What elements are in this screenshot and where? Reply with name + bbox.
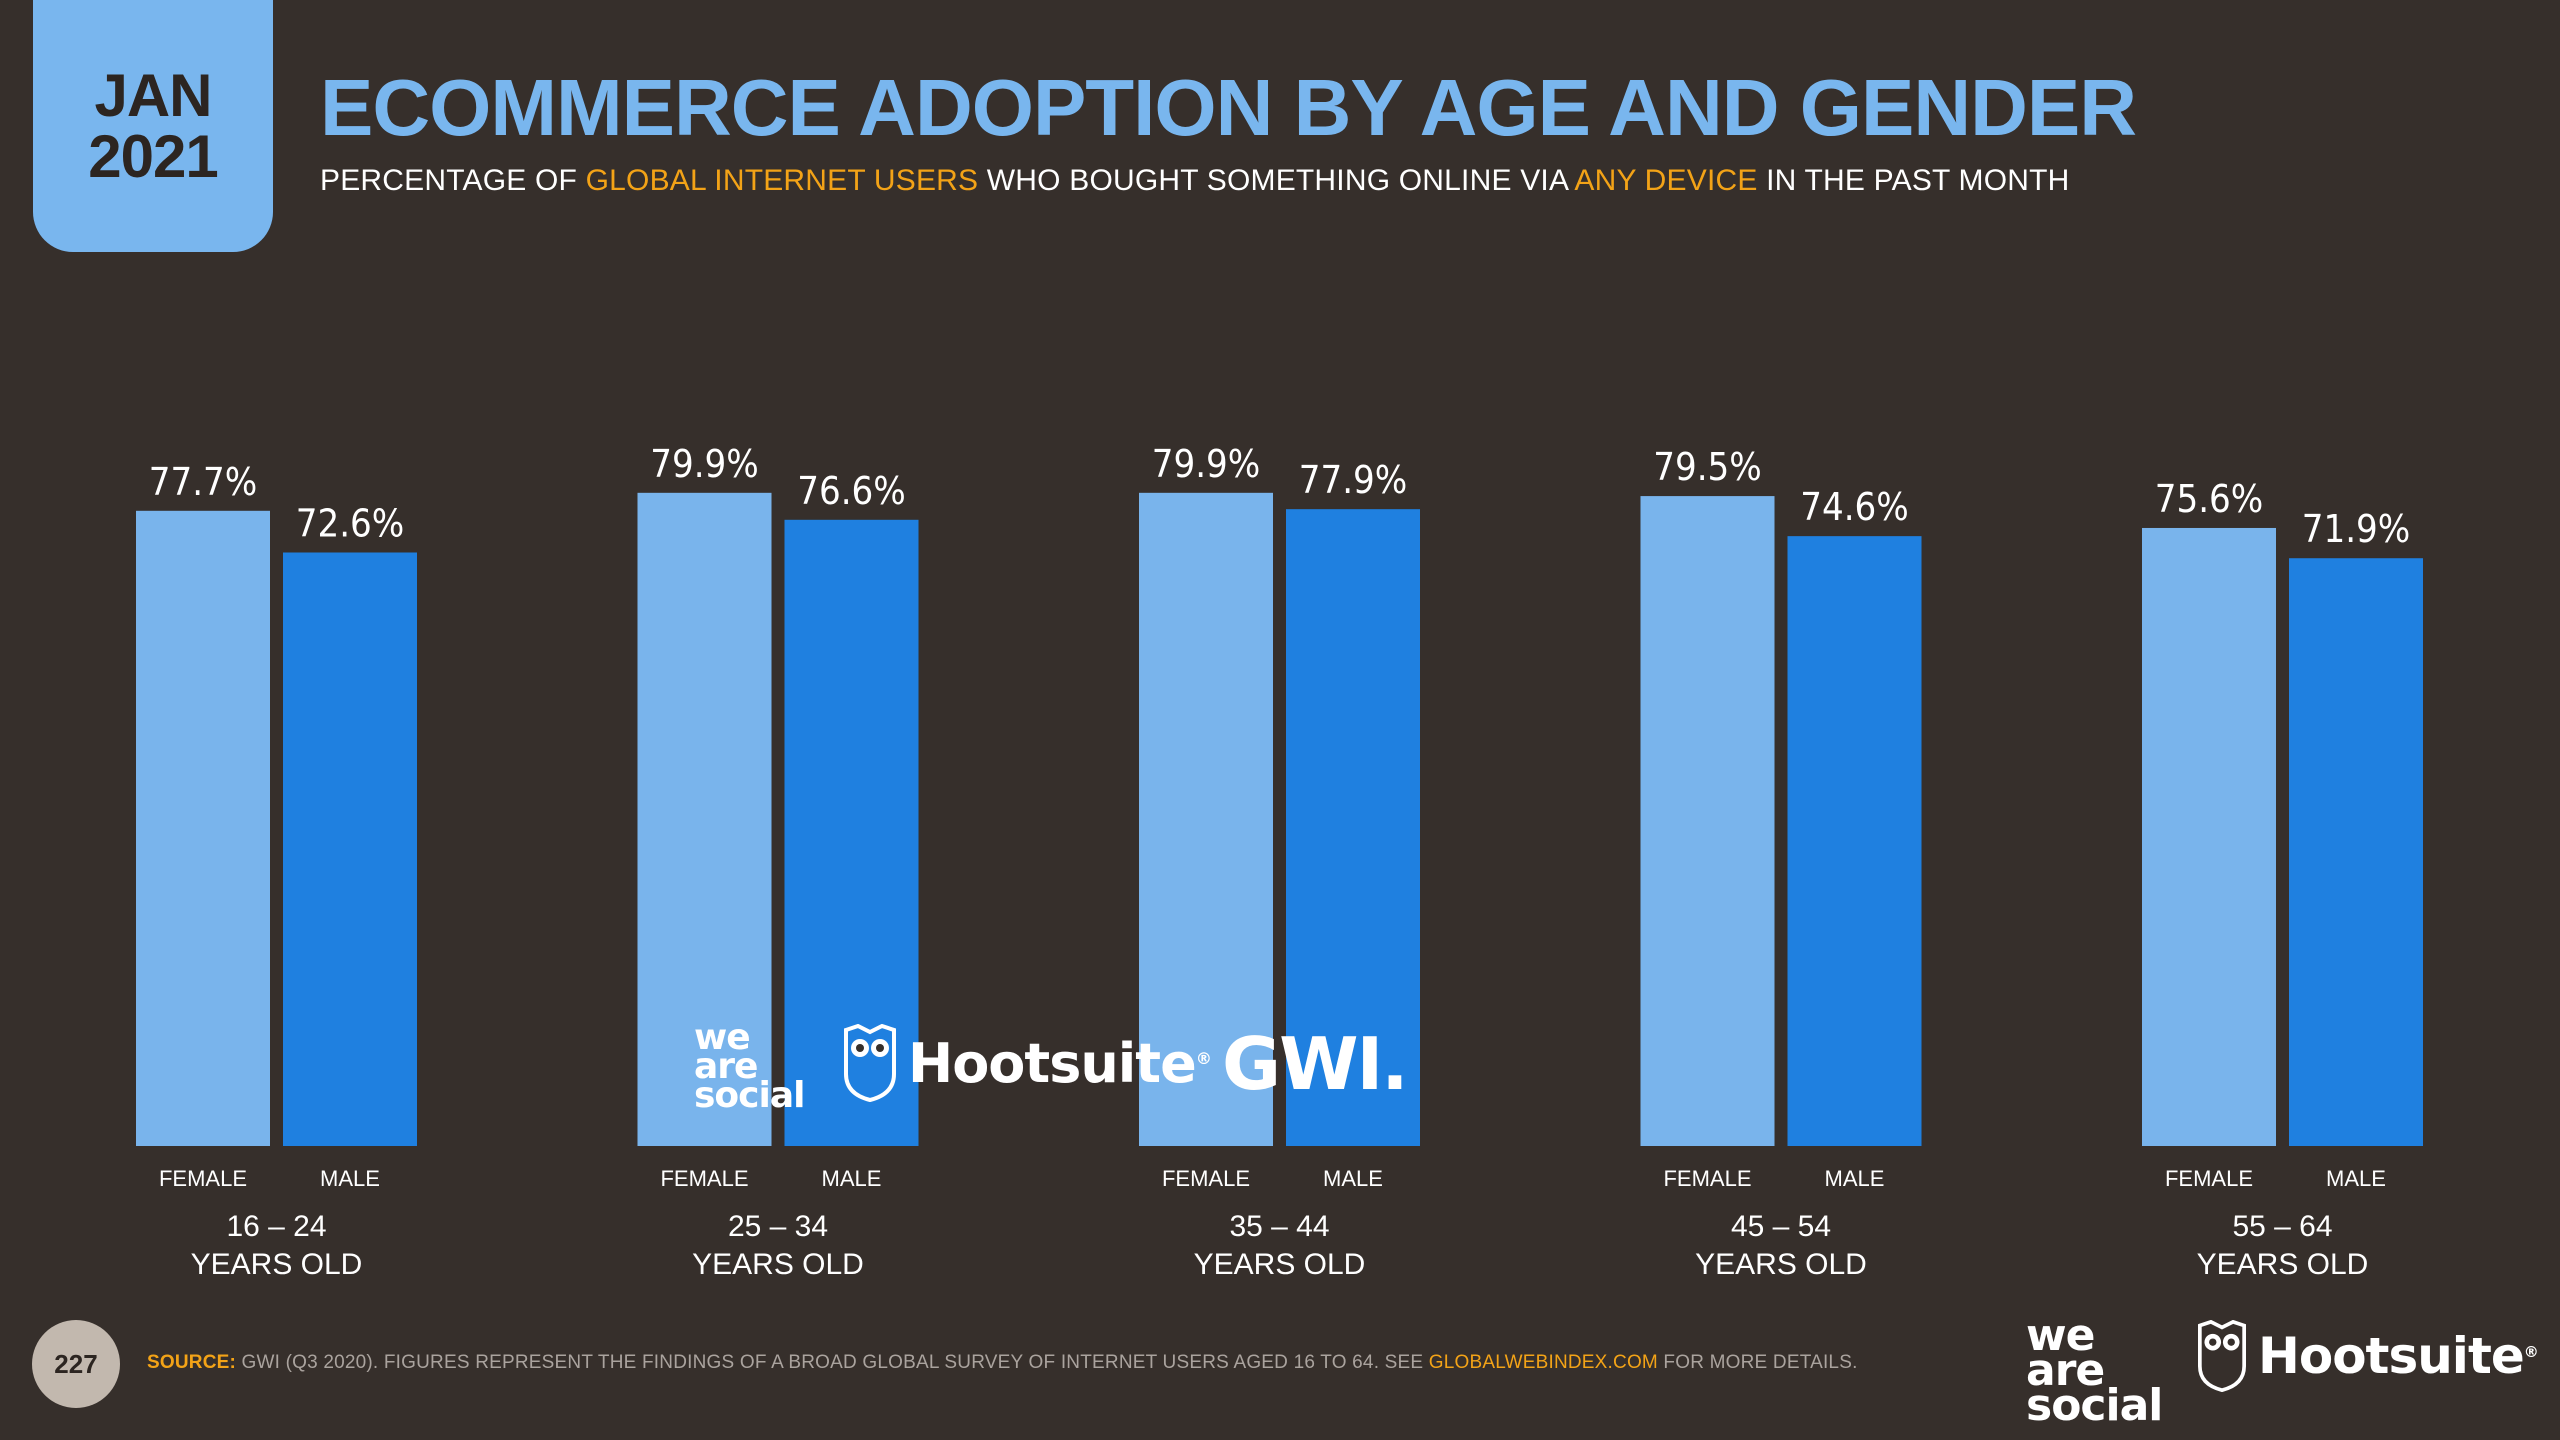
category-label: 35 – 44 <box>1229 1210 1329 1243</box>
source-text: GWI (Q3 2020). FIGURES REPRESENT THE FIN… <box>236 1352 1429 1373</box>
data-label: 77.7% <box>149 460 258 504</box>
gwi-watermark-logo: GWI. <box>1222 1022 1409 1106</box>
source-link[interactable]: GLOBALWEBINDEX.COM <box>1428 1352 1658 1373</box>
date-month: JAN <box>94 61 212 129</box>
category-label: 16 – 24 <box>226 1210 326 1243</box>
page-title: ECOMMERCE ADOPTION BY AGE AND GENDER <box>320 63 2137 152</box>
category-sublabel: YEARS OLD <box>692 1248 864 1281</box>
subtitle-part2: WHO BOUGHT SOMETHING ONLINE VIA <box>978 164 1575 197</box>
series-label-female: FEMALE <box>2165 1166 2253 1191</box>
owl-icon <box>2198 1320 2246 1392</box>
bar-male <box>1787 536 1922 1146</box>
bar-male <box>2289 558 2423 1146</box>
data-label: 77.9% <box>1299 458 1408 502</box>
owl-icon <box>844 1024 896 1102</box>
hootsuite-logo: Hootsuite ® <box>2196 1320 2539 1392</box>
bar-male <box>283 552 417 1146</box>
series-label-male: MALE <box>1323 1166 1383 1191</box>
subtitle-part3: IN THE PAST MONTH <box>1757 164 2070 197</box>
category-label: 45 – 54 <box>1731 1210 1831 1243</box>
source-tail: FOR MORE DETAILS. <box>1657 1352 1858 1373</box>
data-label: 79.5% <box>1653 445 1762 489</box>
source-note: SOURCE: GWI (Q3 2020). FIGURES REPRESENT… <box>147 1352 1858 1374</box>
data-label: 79.9% <box>650 442 759 486</box>
series-label-female: FEMALE <box>1162 1166 1250 1191</box>
date-badge: JAN 2021 <box>33 0 273 252</box>
we-are-social-logo: we are social <box>2026 1310 2163 1432</box>
bar-chart: 77.7% FEMALE 72.6% MALE 16 – 24 YEARS OLD 79.9… <box>136 442 2423 1281</box>
series-label-male: MALE <box>320 1166 380 1191</box>
data-label: 75.6% <box>2155 477 2264 521</box>
category-label: 55 – 64 <box>2232 1210 2332 1243</box>
subtitle-highlight-users: GLOBAL INTERNET USERS <box>585 164 979 197</box>
data-label: 74.6% <box>1800 485 1909 529</box>
bar-female <box>2142 527 2276 1146</box>
we-are-social-watermark-logo: we are social <box>694 1017 805 1116</box>
category-sublabel: YEARS OLD <box>191 1248 363 1281</box>
bar-female <box>1139 492 1273 1146</box>
data-label: 76.6% <box>797 469 906 513</box>
series-label-female: FEMALE <box>159 1166 247 1191</box>
series-label-male: MALE <box>2326 1166 2386 1191</box>
subtitle-highlight-device: ANY DEVICE <box>1574 164 1758 197</box>
bar-female <box>637 492 772 1146</box>
series-label-female: FEMALE <box>1663 1166 1751 1191</box>
category-sublabel: YEARS OLD <box>1695 1248 1867 1281</box>
series-label-female: FEMALE <box>660 1166 748 1191</box>
data-label: 71.9% <box>2302 507 2411 551</box>
hootsuite-watermark-logo: Hootsuite ® <box>842 1024 1212 1102</box>
category-sublabel: YEARS OLD <box>1194 1248 1366 1281</box>
subtitle-part1: PERCENTAGE OF <box>320 164 586 197</box>
category-label: 25 – 34 <box>728 1210 828 1243</box>
series-label-male: MALE <box>1825 1166 1885 1191</box>
bar-male <box>784 519 919 1146</box>
source-label: SOURCE: <box>147 1352 237 1373</box>
bar-female <box>136 510 270 1146</box>
category-sublabel: YEARS OLD <box>2197 1248 2369 1281</box>
data-label: 72.6% <box>296 501 405 545</box>
bar-female <box>1640 496 1775 1146</box>
page-number: 227 <box>32 1320 120 1408</box>
series-label-male: MALE <box>822 1166 882 1191</box>
date-year: 2021 <box>88 123 218 190</box>
bar-male <box>1286 509 1420 1147</box>
page-subtitle: PERCENTAGE OF GLOBAL INTERNET USERS WHO … <box>320 164 2070 198</box>
data-label: 79.9% <box>1152 442 1261 486</box>
